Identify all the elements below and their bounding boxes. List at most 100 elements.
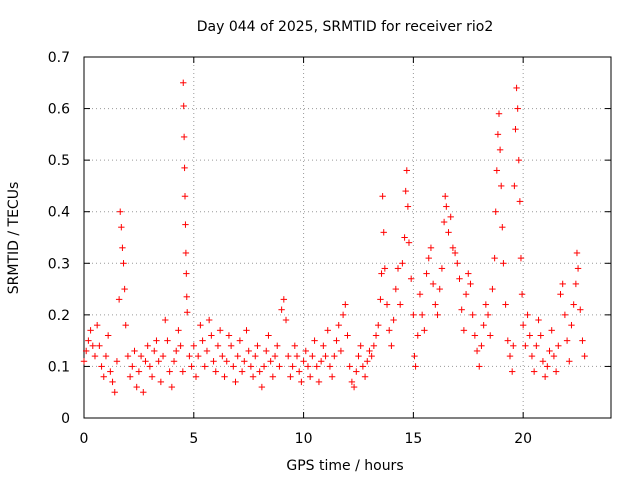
data-point xyxy=(380,229,387,236)
data-point xyxy=(402,187,409,195)
data-point xyxy=(421,327,428,334)
data-point xyxy=(104,332,112,339)
data-point xyxy=(546,347,553,355)
data-point xyxy=(111,389,118,396)
data-point xyxy=(180,133,188,141)
data-point xyxy=(372,332,380,339)
data-point xyxy=(180,102,187,110)
data-point xyxy=(210,358,217,365)
data-point xyxy=(442,193,449,200)
data-point xyxy=(533,342,540,349)
data-point xyxy=(559,280,566,288)
data-point xyxy=(82,347,90,355)
data-point xyxy=(476,363,483,370)
data-point xyxy=(182,249,190,257)
data-point xyxy=(574,265,582,272)
data-point xyxy=(91,352,99,360)
data-point xyxy=(526,332,533,339)
data-point xyxy=(518,291,526,298)
data-point xyxy=(492,208,499,215)
data-point xyxy=(309,352,316,360)
data-point xyxy=(121,285,128,293)
data-point xyxy=(260,363,268,370)
x-axis-label: GPS time / hours xyxy=(286,458,403,474)
data-point xyxy=(478,342,485,349)
data-point xyxy=(407,275,415,282)
y-tick-label-0: 0 xyxy=(61,411,70,427)
data-point xyxy=(243,327,250,334)
data-point xyxy=(361,373,369,380)
data-point xyxy=(298,378,305,386)
data-point xyxy=(399,260,406,267)
data-point xyxy=(544,363,551,370)
data-point xyxy=(524,311,531,319)
data-point xyxy=(515,156,522,164)
data-point xyxy=(381,265,389,272)
data-point xyxy=(516,198,524,205)
data-point xyxy=(241,358,248,365)
data-point xyxy=(168,383,176,391)
data-point xyxy=(491,254,498,262)
data-point xyxy=(131,347,138,355)
data-point xyxy=(184,309,191,316)
data-point xyxy=(469,311,476,319)
data-point xyxy=(254,342,261,349)
data-point xyxy=(557,291,564,298)
data-point xyxy=(117,208,124,215)
data-point xyxy=(357,342,364,349)
data-point xyxy=(155,358,162,365)
data-point xyxy=(416,291,424,298)
data-point xyxy=(236,337,244,344)
data-point xyxy=(148,373,156,380)
data-point xyxy=(289,363,296,370)
data-point xyxy=(495,110,503,117)
data-point xyxy=(93,321,101,329)
data-point xyxy=(317,358,325,365)
data-point xyxy=(458,306,465,313)
data-point xyxy=(183,270,190,277)
data-point xyxy=(197,321,204,329)
data-point xyxy=(269,373,277,380)
plot-frame xyxy=(83,56,612,419)
data-point xyxy=(366,347,373,355)
x-tick-label-20: 20 xyxy=(514,431,532,447)
data-point xyxy=(225,332,233,339)
data-point xyxy=(137,352,145,360)
data-point xyxy=(115,296,123,303)
data-point xyxy=(364,358,371,365)
data-point xyxy=(514,105,521,112)
data-point xyxy=(216,327,224,334)
data-point xyxy=(447,213,454,221)
data-point xyxy=(348,378,356,386)
data-point xyxy=(429,280,437,288)
grid-layer xyxy=(84,57,611,418)
data-point xyxy=(418,311,426,319)
data-point xyxy=(133,383,140,391)
data-point xyxy=(170,358,178,365)
data-point xyxy=(118,223,125,231)
data-point xyxy=(124,352,132,360)
data-point xyxy=(517,254,525,262)
data-point xyxy=(572,280,580,288)
data-point xyxy=(313,363,320,370)
data-point xyxy=(337,347,345,355)
data-point xyxy=(346,363,353,370)
data-point xyxy=(500,260,507,267)
data-point xyxy=(537,332,544,339)
data-point xyxy=(467,280,474,288)
data-point xyxy=(271,352,279,360)
y-tick-label-0.4: 0.4 xyxy=(48,205,70,221)
data-point xyxy=(566,358,573,365)
data-point xyxy=(427,244,435,252)
data-point xyxy=(377,296,384,303)
data-point xyxy=(177,342,184,349)
data-point xyxy=(180,79,187,86)
data-point xyxy=(423,270,430,277)
data-point xyxy=(462,291,470,298)
data-point xyxy=(164,337,171,344)
data-point xyxy=(212,368,219,375)
data-point xyxy=(378,270,385,277)
data-point xyxy=(359,363,367,370)
data-point xyxy=(449,244,457,252)
data-point xyxy=(451,249,459,257)
